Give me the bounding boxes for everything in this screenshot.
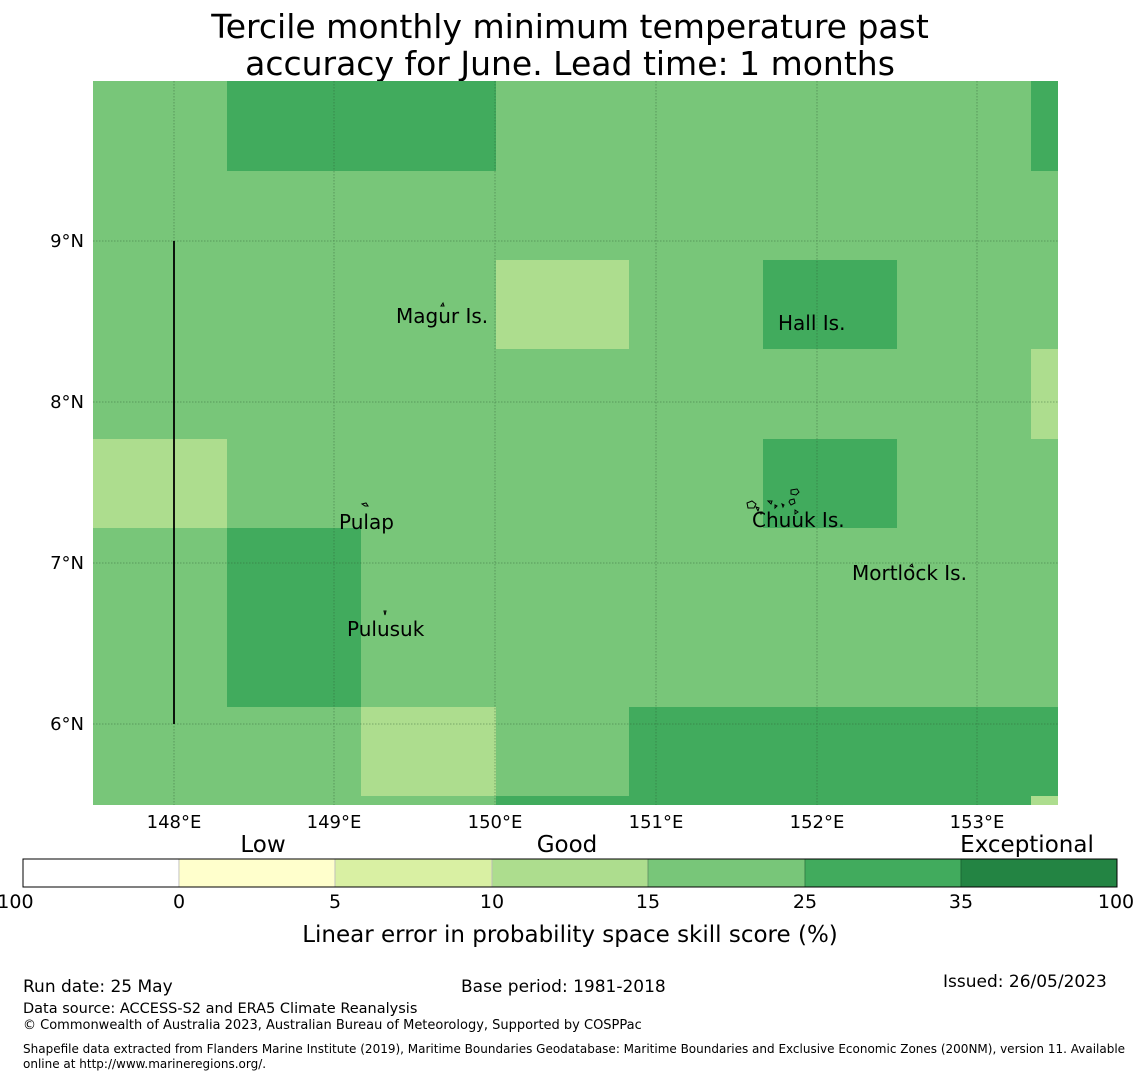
colorbar-tick-label: 10 — [480, 891, 504, 913]
lat-tick-label: 7°N — [50, 553, 84, 574]
colorbar-segment — [22, 858, 180, 888]
colorbar-category-low: Low — [240, 832, 285, 858]
latitude-ticks: 9°N 8°N 7°N 6°N — [50, 231, 84, 735]
skill-map-figure: Magur Is. Hall Is. Pulap Chuuk Is. Mortl… — [0, 81, 1134, 948]
pulusuk-island-shape — [383, 610, 387, 616]
map-title-line-2: accuracy for June. Lead time: 1 months — [245, 44, 895, 83]
lon-tick-label: 151°E — [629, 812, 684, 833]
map-panel: Magur Is. Hall Is. Pulap Chuuk Is. Mortl… — [93, 81, 1058, 805]
skill-cell — [227, 528, 361, 707]
lon-tick-label: 148°E — [147, 812, 202, 833]
skill-cell — [1031, 81, 1058, 171]
lat-tick-label: 8°N — [50, 392, 84, 413]
colorbar-tick-label: 25 — [793, 891, 817, 913]
lat-tick-label: 9°N — [50, 231, 84, 252]
skill-cell — [496, 260, 629, 349]
colorbar-tick-label: 35 — [949, 891, 973, 913]
colorbar: Low Good Exceptional -100 0 5 10 15 25 3… — [0, 832, 1134, 948]
place-label-pulusuk: Pulusuk — [347, 617, 425, 641]
shapefile-credit-line-1: Shapefile data extracted from Flanders M… — [23, 1042, 1126, 1056]
magur-island-shape — [440, 301, 445, 307]
lon-tick-label: 149°E — [307, 812, 362, 833]
skill-cell — [1031, 349, 1058, 439]
skill-cell — [361, 707, 496, 796]
colorbar-frame — [22, 858, 1118, 888]
pulap-island-shape — [360, 502, 369, 507]
colorbar-tick-label: 5 — [329, 891, 341, 913]
place-label-hall: Hall Is. — [778, 311, 845, 335]
skill-cell — [1031, 796, 1058, 805]
colorbar-ticks: -100 0 5 10 15 25 35 100 — [0, 891, 1134, 913]
skill-cell — [629, 707, 1058, 796]
map-title-line-1: Tercile monthly minimum temperature past — [211, 7, 929, 46]
data-source: Data source: ACCESS-S2 and ERA5 Climate … — [23, 1001, 418, 1017]
shapefile-credit-line-2: online at http://www.marineregions.org/. — [23, 1057, 267, 1071]
base-period: Base period: 1981-2018 — [461, 977, 666, 997]
lon-tick-label: 152°E — [790, 812, 845, 833]
island-outlines — [360, 301, 914, 616]
run-date: Run date: 25 May — [23, 977, 173, 997]
issued-date: Issued: 26/05/2023 — [943, 972, 1107, 992]
skill-cell — [227, 81, 496, 171]
colorbar-segment — [334, 858, 493, 888]
lon-tick-label: 153°E — [950, 812, 1005, 833]
colorbar-tick-label: -100 — [0, 891, 34, 913]
lon-tick-label: 150°E — [468, 812, 523, 833]
skill-cell — [93, 439, 227, 528]
copyright-notice: © Commonwealth of Australia 2023, Austra… — [23, 1018, 642, 1033]
colorbar-tick-label: 15 — [636, 891, 660, 913]
skill-cell — [496, 796, 629, 805]
colorbar-category-good: Good — [537, 832, 598, 858]
colorbar-segment — [491, 858, 649, 888]
colorbar-category-exceptional: Exceptional — [960, 832, 1094, 858]
place-label-mortlock: Mortlock Is. — [852, 561, 967, 585]
colorbar-segment — [178, 858, 336, 888]
place-label-magur: Magur Is. — [396, 304, 488, 328]
skill-cell — [763, 260, 897, 349]
colorbar-segment — [647, 858, 806, 888]
colorbar-segment — [804, 858, 962, 888]
chuuk-island-shapes — [746, 488, 800, 516]
skill-cell — [629, 796, 1031, 805]
colorbar-segment — [960, 858, 1118, 888]
skill-cell — [763, 439, 897, 528]
longitude-ticks: 148°E 149°E 150°E 151°E 152°E 153°E — [147, 812, 1005, 833]
lat-tick-label: 6°N — [50, 714, 84, 735]
place-label-pulap: Pulap — [339, 510, 394, 534]
mortlock-island-shape — [909, 563, 914, 568]
colorbar-axis-label: Linear error in probability space skill … — [302, 922, 838, 948]
colorbar-tick-label: 0 — [173, 891, 185, 913]
colorbar-tick-label: 100 — [1098, 891, 1134, 913]
place-label-chuuk: Chuuk Is. — [752, 508, 845, 532]
